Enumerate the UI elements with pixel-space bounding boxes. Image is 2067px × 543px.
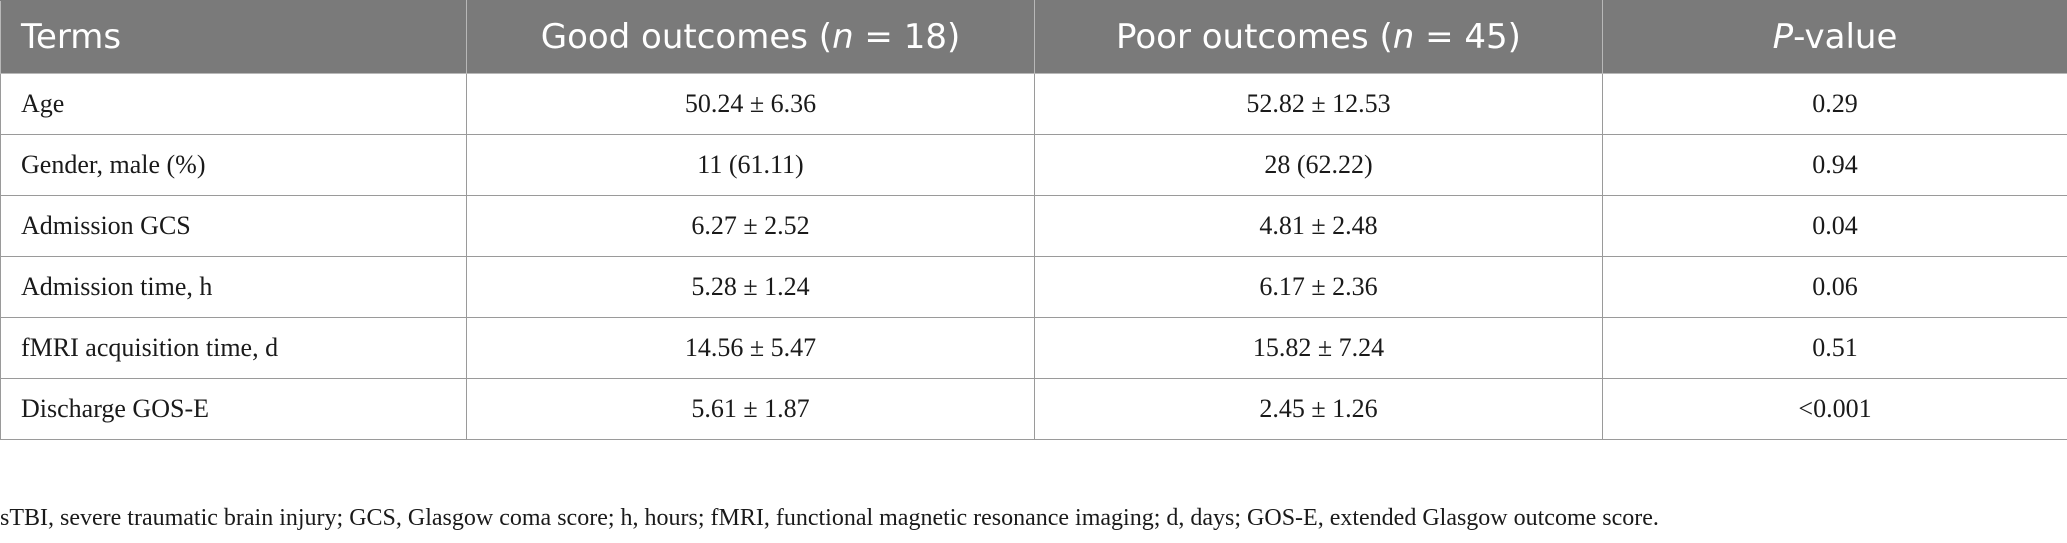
table-row: fMRI acquisition time, d 14.56 ± 5.47 15…: [0, 317, 2067, 379]
poor-outcomes-cell: 4.81 ± 2.48: [1034, 195, 1603, 257]
table-row: Discharge GOS-E 5.61 ± 1.87 2.45 ± 1.26 …: [0, 378, 2067, 440]
row-term: Age: [0, 73, 467, 135]
row-term: fMRI acquisition time, d: [0, 317, 467, 379]
header-terms: Terms: [0, 0, 467, 74]
data-table-container: Terms Good outcomes (n = 18) Poor outcom…: [0, 0, 2067, 440]
poor-outcomes-cell: 52.82 ± 12.53: [1034, 73, 1603, 135]
header-good-outcomes: Good outcomes (n = 18): [466, 0, 1035, 74]
good-outcomes-cell: 6.27 ± 2.52: [466, 195, 1035, 257]
header-row: Terms Good outcomes (n = 18) Poor outcom…: [0, 0, 2067, 74]
table-footnote: sTBI, severe traumatic brain injury; GCS…: [0, 505, 1659, 531]
p-value-cell: 0.06: [1602, 256, 2067, 318]
poor-outcomes-cell: 6.17 ± 2.36: [1034, 256, 1603, 318]
poor-outcomes-cell: 2.45 ± 1.26: [1034, 378, 1603, 440]
header-poor-outcomes: Poor outcomes (n = 45): [1034, 0, 1603, 74]
row-term: Gender, male (%): [0, 134, 467, 196]
p-value-cell: 0.04: [1602, 195, 2067, 257]
outcomes-table: Terms Good outcomes (n = 18) Poor outcom…: [0, 0, 2067, 440]
good-outcomes-cell: 14.56 ± 5.47: [466, 317, 1035, 379]
good-outcomes-cell: 5.28 ± 1.24: [466, 256, 1035, 318]
table-header: Terms Good outcomes (n = 18) Poor outcom…: [0, 0, 2067, 74]
table-row: Admission GCS 6.27 ± 2.52 4.81 ± 2.48 0.…: [0, 195, 2067, 257]
table-body: Age 50.24 ± 6.36 52.82 ± 12.53 0.29 Gend…: [0, 73, 2067, 440]
p-value-cell: <0.001: [1602, 378, 2067, 440]
poor-outcomes-cell: 28 (62.22): [1034, 134, 1603, 196]
p-value-cell: 0.51: [1602, 317, 2067, 379]
header-p-value: P-value: [1602, 0, 2067, 74]
row-term: Admission time, h: [0, 256, 467, 318]
row-term: Discharge GOS-E: [0, 378, 467, 440]
table-row: Gender, male (%) 11 (61.11) 28 (62.22) 0…: [0, 134, 2067, 196]
good-outcomes-cell: 5.61 ± 1.87: [466, 378, 1035, 440]
good-outcomes-cell: 50.24 ± 6.36: [466, 73, 1035, 135]
row-term: Admission GCS: [0, 195, 467, 257]
poor-outcomes-cell: 15.82 ± 7.24: [1034, 317, 1603, 379]
good-outcomes-cell: 11 (61.11): [466, 134, 1035, 196]
p-value-cell: 0.29: [1602, 73, 2067, 135]
p-value-cell: 0.94: [1602, 134, 2067, 196]
table-row: Admission time, h 5.28 ± 1.24 6.17 ± 2.3…: [0, 256, 2067, 318]
table-row: Age 50.24 ± 6.36 52.82 ± 12.53 0.29: [0, 73, 2067, 135]
